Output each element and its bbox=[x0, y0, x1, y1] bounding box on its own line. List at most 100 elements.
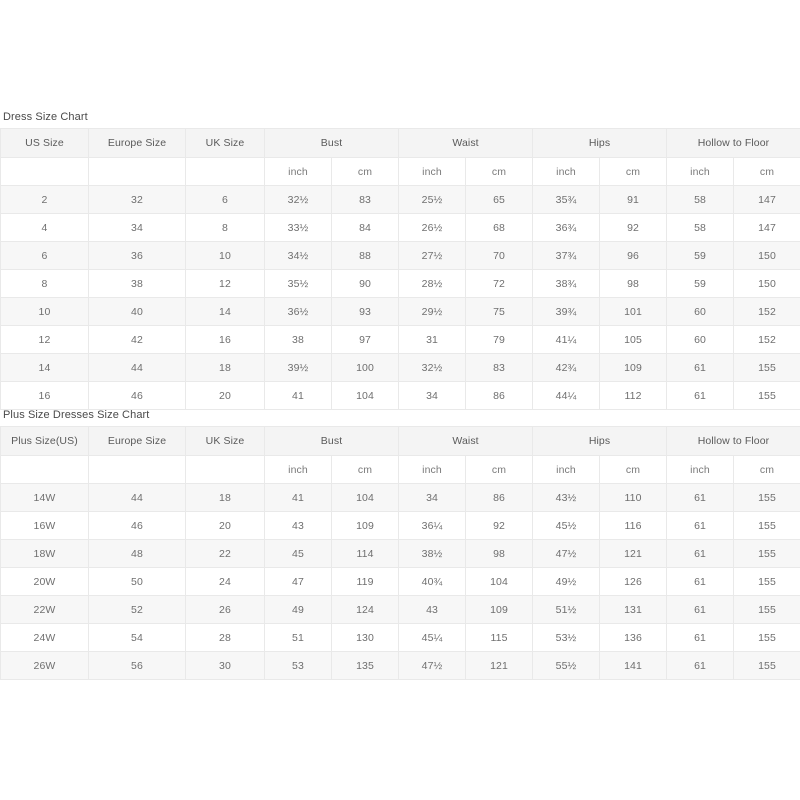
measurement-cell: 28½ bbox=[398, 269, 467, 298]
measurement-cell: 29½ bbox=[398, 297, 467, 326]
measurement-cell: 12 bbox=[185, 269, 265, 298]
unit-header-spacer bbox=[185, 455, 265, 484]
measurement-cell: 34 bbox=[398, 483, 467, 512]
measurement-cell: 49 bbox=[264, 595, 332, 624]
measurement-cell: 141 bbox=[599, 651, 668, 680]
measurement-cell: 126 bbox=[599, 567, 668, 596]
column-group-header: Bust bbox=[263, 128, 400, 158]
measurement-cell: 18 bbox=[185, 353, 265, 382]
measurement-cell: 152 bbox=[733, 297, 800, 326]
measurement-cell: 61 bbox=[666, 483, 735, 512]
unit-header-cell: inch bbox=[264, 455, 332, 484]
dress-size-chart-block: Dress Size Chart US Size Europe Size UK Si… bbox=[0, 110, 800, 410]
measurement-cell: 42 bbox=[88, 325, 186, 354]
measurement-cell: 41 bbox=[264, 483, 332, 512]
measurement-cell: 155 bbox=[733, 595, 800, 624]
measurement-cell: 147 bbox=[733, 213, 800, 242]
size-label-cell: 26W bbox=[0, 651, 89, 680]
column-group-header: Waist bbox=[398, 426, 534, 456]
measurement-cell: 150 bbox=[733, 241, 800, 270]
group-header-row: Plus Size(US) Europe Size UK Size Bust Waist… bbox=[0, 426, 800, 456]
table-row: 4 34 8 33½ 84 26½ 68 36¾ 92 58 147 bbox=[0, 213, 800, 242]
measurement-cell: 155 bbox=[733, 353, 800, 382]
measurement-cell: 90 bbox=[330, 269, 400, 298]
unit-header-row: inch cm inch cm inch cm inch cm bbox=[0, 455, 800, 484]
measurement-cell: 155 bbox=[733, 651, 800, 680]
measurement-cell: 8 bbox=[185, 213, 265, 242]
measurement-cell: 25½ bbox=[398, 185, 467, 214]
table-row: 22W 52 26 49 124 43 109 51½ 131 61 155 bbox=[0, 595, 800, 624]
table-body: 2 32 6 32½ 83 25½ 65 35¾ 91 58 147 4 34 8 33½ 84 26½ 68 36… bbox=[0, 185, 800, 410]
measurement-cell: 98 bbox=[465, 539, 534, 568]
measurement-cell: 20 bbox=[185, 511, 265, 540]
measurement-cell: 104 bbox=[330, 381, 400, 410]
measurement-cell: 43 bbox=[398, 595, 467, 624]
measurement-cell: 53½ bbox=[532, 623, 601, 652]
measurement-cell: 152 bbox=[733, 325, 800, 354]
table-row: 14 44 18 39½ 100 32½ 83 42¾ 109 61 155 bbox=[0, 353, 800, 382]
unit-header-spacer bbox=[0, 455, 89, 484]
measurement-cell: 116 bbox=[599, 511, 668, 540]
measurement-cell: 130 bbox=[330, 623, 400, 652]
unit-header-cell: inch bbox=[532, 455, 601, 484]
unit-header-spacer bbox=[185, 157, 265, 186]
column-group-header: UK Size bbox=[185, 128, 265, 158]
measurement-cell: 96 bbox=[599, 241, 668, 270]
measurement-cell: 51½ bbox=[532, 595, 601, 624]
size-label-cell: 22W bbox=[0, 595, 89, 624]
measurement-cell: 88 bbox=[330, 241, 400, 270]
measurement-cell: 44 bbox=[88, 353, 186, 382]
measurement-cell: 55½ bbox=[532, 651, 601, 680]
table-body: 14W 44 18 41 104 34 86 43½ 110 61 155 16W 46 20 43 109 3… bbox=[0, 483, 800, 680]
measurement-cell: 150 bbox=[733, 269, 800, 298]
size-label-cell: 24W bbox=[0, 623, 89, 652]
measurement-cell: 56 bbox=[88, 651, 186, 680]
measurement-cell: 75 bbox=[465, 297, 534, 326]
column-group-header: Hollow to Floor bbox=[666, 128, 800, 158]
plus-size-chart-caption: Plus Size Dresses Size Chart bbox=[3, 409, 150, 421]
unit-header-cell: cm bbox=[465, 455, 534, 484]
measurement-cell: 112 bbox=[599, 381, 668, 410]
measurement-cell: 28 bbox=[185, 623, 265, 652]
size-label-cell: 4 bbox=[0, 213, 89, 242]
plus-size-chart-table: Plus Size(US) Europe Size UK Size Bust Waist… bbox=[0, 426, 800, 680]
measurement-cell: 32 bbox=[88, 185, 186, 214]
measurement-cell: 31 bbox=[398, 325, 467, 354]
measurement-cell: 93 bbox=[330, 297, 400, 326]
measurement-cell: 48 bbox=[88, 539, 186, 568]
table-row: 18W 48 22 45 114 38½ 98 47½ 121 61 155 bbox=[0, 539, 800, 568]
measurement-cell: 86 bbox=[465, 483, 534, 512]
table-row: 16W 46 20 43 109 36¼ 92 45½ 116 61 155 bbox=[0, 511, 800, 540]
measurement-cell: 147 bbox=[733, 185, 800, 214]
measurement-cell: 155 bbox=[733, 567, 800, 596]
measurement-cell: 61 bbox=[666, 595, 735, 624]
dress-size-chart-caption: Dress Size Chart bbox=[3, 111, 88, 123]
unit-header-cell: cm bbox=[599, 157, 668, 186]
unit-header-cell: inch bbox=[398, 157, 467, 186]
measurement-cell: 38½ bbox=[398, 539, 467, 568]
measurement-cell: 83 bbox=[330, 185, 400, 214]
measurement-cell: 92 bbox=[465, 511, 534, 540]
measurement-cell: 84 bbox=[330, 213, 400, 242]
group-header-row: US Size Europe Size UK Size Bust Waist Hips Ho… bbox=[0, 128, 800, 158]
measurement-cell: 115 bbox=[465, 623, 534, 652]
unit-header-cell: inch bbox=[666, 455, 735, 484]
measurement-cell: 26½ bbox=[398, 213, 467, 242]
column-group-header: Europe Size bbox=[88, 426, 186, 456]
measurement-cell: 155 bbox=[733, 623, 800, 652]
measurement-cell: 60 bbox=[666, 325, 735, 354]
measurement-cell: 155 bbox=[733, 483, 800, 512]
measurement-cell: 30 bbox=[185, 651, 265, 680]
measurement-cell: 59 bbox=[666, 269, 735, 298]
measurement-cell: 49½ bbox=[532, 567, 601, 596]
measurement-cell: 124 bbox=[330, 595, 400, 624]
unit-header-cell: inch bbox=[532, 157, 601, 186]
measurement-cell: 155 bbox=[733, 381, 800, 410]
measurement-cell: 41 bbox=[264, 381, 332, 410]
size-label-cell: 14 bbox=[0, 353, 89, 382]
measurement-cell: 131 bbox=[599, 595, 668, 624]
measurement-cell: 44 bbox=[88, 483, 186, 512]
measurement-cell: 46 bbox=[88, 511, 186, 540]
measurement-cell: 58 bbox=[666, 185, 735, 214]
table-row: 20W 50 24 47 119 40¾ 104 49½ 126 61 155 bbox=[0, 567, 800, 596]
